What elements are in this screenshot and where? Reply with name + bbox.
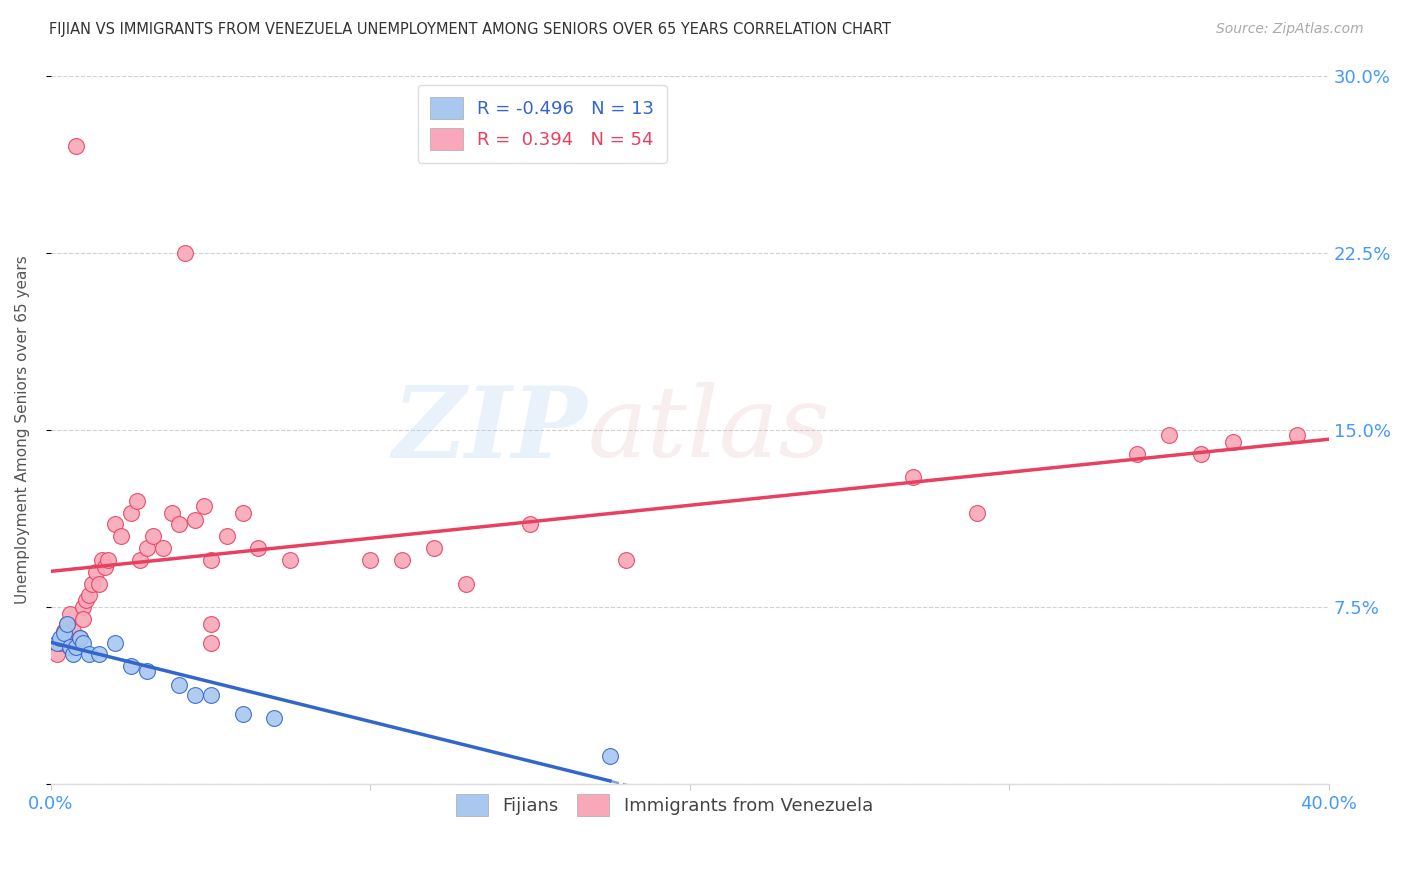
Point [127, 494, 149, 508]
Point [1126, 447, 1149, 461]
Point [46, 635, 69, 649]
Point [69, 631, 91, 645]
Point [966, 506, 988, 520]
Point [1285, 427, 1308, 442]
Point [59, 640, 82, 655]
Point [77, 588, 100, 602]
Point [135, 664, 157, 678]
Point [1189, 447, 1212, 461]
Point [65, 640, 87, 655]
Point [56, 631, 79, 645]
Point [72, 635, 94, 649]
Point [200, 553, 222, 567]
Point [62, 624, 84, 638]
Point [200, 688, 222, 702]
Point [110, 529, 132, 543]
Point [129, 553, 152, 567]
Point [77, 648, 100, 662]
Text: atlas: atlas [588, 383, 831, 477]
Point [423, 541, 446, 555]
Point [56, 616, 79, 631]
Point [94, 560, 117, 574]
Point [135, 541, 157, 555]
Point [231, 706, 253, 721]
Point [359, 553, 381, 567]
Point [174, 245, 197, 260]
Point [519, 517, 541, 532]
Y-axis label: Unemployment Among Seniors over 65 years: Unemployment Among Seniors over 65 years [15, 256, 30, 605]
Point [104, 635, 127, 649]
Point [1222, 434, 1244, 449]
Point [200, 616, 222, 631]
Point [59, 607, 82, 622]
Point [152, 541, 174, 555]
Point [162, 506, 184, 520]
Point [87, 648, 110, 662]
Point [82, 576, 104, 591]
Legend: Fijians, Immigrants from Venezuela: Fijians, Immigrants from Venezuela [447, 785, 882, 825]
Point [120, 506, 142, 520]
Point [91, 553, 114, 567]
Point [46, 648, 69, 662]
Point [183, 513, 205, 527]
Point [215, 529, 238, 543]
Text: FIJIAN VS IMMIGRANTS FROM VENEZUELA UNEMPLOYMENT AMONG SENIORS OVER 65 YEARS COR: FIJIAN VS IMMIGRANTS FROM VENEZUELA UNEM… [49, 22, 891, 37]
Point [69, 631, 91, 645]
Point [614, 553, 637, 567]
Text: ZIP: ZIP [392, 382, 588, 478]
Point [52, 624, 75, 638]
Point [1157, 427, 1180, 442]
Point [49, 631, 72, 645]
Point [167, 678, 190, 692]
Point [72, 612, 94, 626]
Point [87, 576, 110, 591]
Point [142, 529, 165, 543]
Point [231, 506, 253, 520]
Point [193, 499, 215, 513]
Point [280, 553, 302, 567]
Point [49, 635, 72, 649]
Point [84, 565, 107, 579]
Point [456, 576, 478, 591]
Point [247, 541, 270, 555]
Point [183, 688, 205, 702]
Point [120, 659, 142, 673]
Point [599, 749, 621, 764]
Point [167, 517, 190, 532]
Point [56, 616, 79, 631]
Point [62, 648, 84, 662]
Point [903, 470, 925, 484]
Point [104, 517, 127, 532]
Point [97, 553, 120, 567]
Point [65, 635, 87, 649]
Point [52, 626, 75, 640]
Point [391, 553, 413, 567]
Point [263, 711, 285, 725]
Point [75, 593, 97, 607]
Text: Source: ZipAtlas.com: Source: ZipAtlas.com [1216, 22, 1364, 37]
Point [200, 635, 222, 649]
Point [72, 600, 94, 615]
Point [65, 139, 87, 153]
Point [59, 640, 82, 655]
